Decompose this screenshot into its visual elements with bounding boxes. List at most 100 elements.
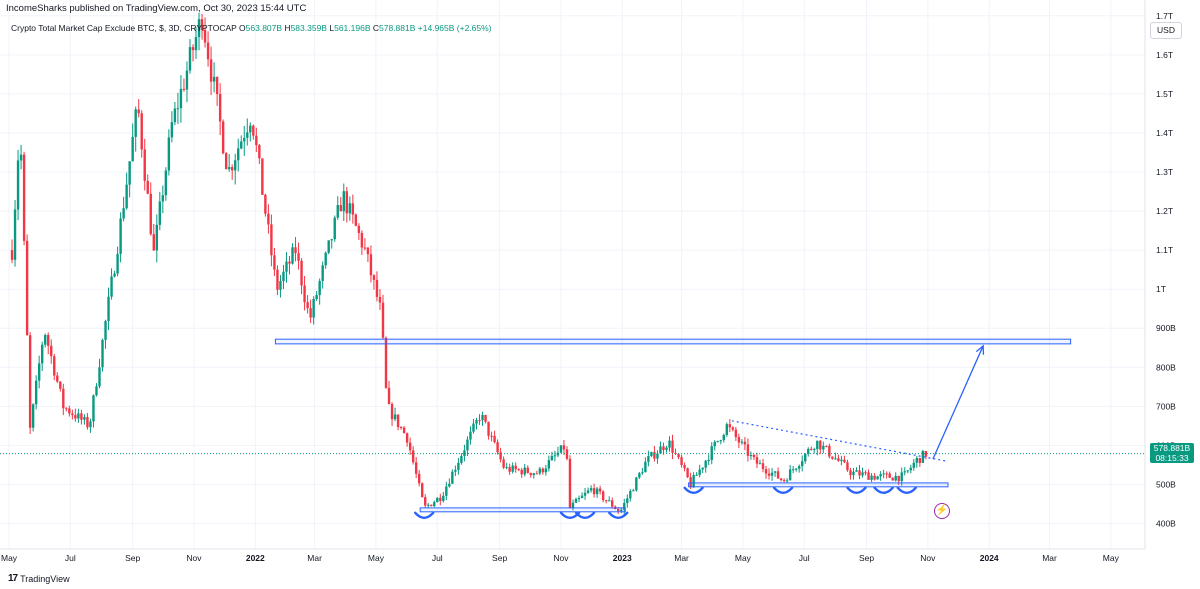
candle-body (604, 500, 608, 502)
candle-body (698, 469, 701, 475)
candle-body (909, 467, 912, 471)
candle-body (888, 473, 891, 478)
candle-body (641, 472, 644, 474)
candle-body (312, 298, 315, 318)
candle-body (270, 224, 273, 256)
candle-body (764, 469, 768, 474)
projection-arrow-head (975, 344, 985, 355)
candle-body (749, 454, 753, 456)
candle-body (577, 498, 581, 500)
candle-body (767, 473, 771, 476)
candle-body (915, 458, 919, 463)
support-zone-2023 (688, 482, 949, 488)
candle-body (523, 467, 526, 475)
candle-body (493, 435, 496, 443)
candle-body (89, 421, 92, 428)
candle-body (595, 488, 599, 495)
drawing-annotations (274, 338, 1072, 519)
currency-button[interactable]: USD (1150, 22, 1182, 39)
candle-body (104, 321, 107, 340)
candle-body (728, 424, 732, 428)
candle-body (44, 334, 47, 345)
candle-body (716, 440, 719, 442)
x-tick-label: Nov (553, 553, 569, 563)
candle-body (194, 37, 198, 51)
y-tick-label: 1T (1156, 284, 1166, 294)
y-tick-label: 1.2T (1156, 206, 1173, 216)
candle-body (16, 160, 20, 210)
candle-body (689, 477, 692, 488)
candle-body (598, 488, 602, 492)
candle-body (547, 460, 551, 469)
candle-body (873, 475, 876, 480)
candle-body (309, 308, 312, 318)
close-label: C (372, 23, 380, 33)
candle-body (508, 467, 511, 472)
x-tick-label: Jul (432, 553, 443, 563)
candle-body (372, 275, 376, 280)
candle-body (620, 509, 623, 512)
candle-body (294, 247, 297, 254)
time-axis[interactable]: May Jul Sep Nov 2022 Mar May Jul Sep Nov 2023 Mar Ma… (1, 553, 1120, 563)
candle-body (264, 194, 267, 214)
candle-body (701, 467, 704, 470)
candle-body (101, 339, 104, 368)
candle-body (53, 356, 56, 376)
candle-body (433, 502, 436, 507)
x-tick-label: 2022 (246, 553, 265, 563)
candle-body (565, 449, 569, 459)
candle-body (852, 471, 855, 476)
candle-body (659, 446, 662, 454)
candle-body (65, 408, 68, 410)
x-tick-label: Mar (307, 553, 322, 563)
candle-body (556, 452, 560, 456)
candle-body (457, 462, 460, 470)
lightning-event-icon[interactable]: ⚡ (934, 503, 950, 519)
x-tick-label: May (368, 553, 385, 563)
candle-body (861, 472, 864, 476)
last-price-value: 578.881B (1153, 443, 1191, 453)
bounce-arc-mark (772, 486, 794, 494)
candle-body (695, 474, 698, 476)
candle-body (511, 465, 514, 472)
candle-body (285, 261, 288, 272)
candle-body (463, 450, 466, 456)
candle-body (782, 480, 786, 482)
candle-body (487, 421, 490, 436)
candle-body (849, 470, 852, 476)
footer-brand: 17 TradingView (8, 573, 70, 584)
candle-body (421, 483, 424, 498)
candle-body (80, 413, 83, 420)
candle-body (785, 480, 789, 482)
open-value: 563.807B (245, 23, 283, 33)
candle-body (152, 234, 155, 251)
candle-body (267, 213, 270, 225)
candle-body (47, 334, 50, 346)
x-tick-label: 2023 (613, 553, 632, 563)
candle-body (40, 344, 44, 364)
candle-body (170, 122, 174, 138)
candle-body (288, 261, 291, 264)
candle-body (683, 465, 686, 469)
candle-body (402, 427, 406, 434)
candle-body (469, 431, 472, 440)
candle-body (580, 495, 584, 499)
candle-body (203, 29, 207, 43)
candle-body (794, 468, 798, 470)
projection-arrow-line (932, 345, 984, 460)
candle-body (411, 450, 415, 463)
candle-body (611, 500, 614, 507)
candle-body (644, 461, 647, 473)
y-tick-label: 800B (1156, 362, 1176, 372)
x-tick-label: Mar (1042, 553, 1057, 563)
candle-body (333, 217, 336, 240)
candle-body (92, 395, 95, 422)
candle-body (505, 467, 508, 469)
candle-body (13, 209, 17, 260)
candle-body (517, 469, 520, 471)
x-tick-label: Sep (859, 553, 874, 563)
candle-body (912, 462, 915, 468)
candle-body (475, 420, 478, 424)
candle-body (583, 492, 587, 496)
